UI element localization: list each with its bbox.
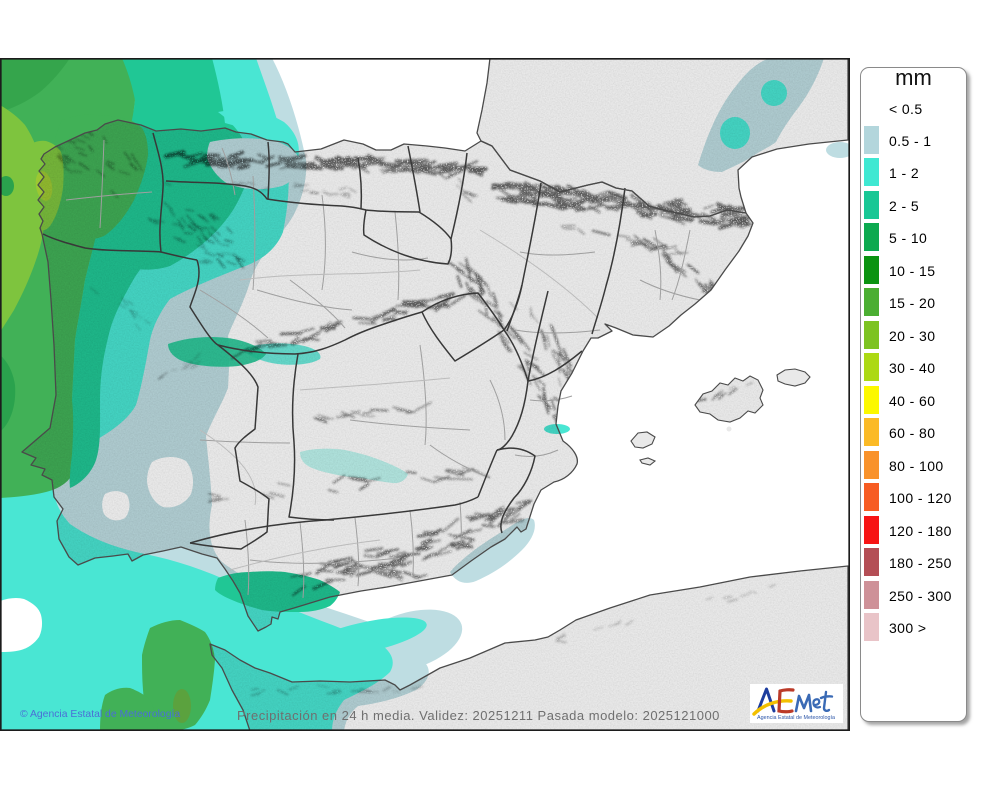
svg-text:Agencia Estatal de Meteorologí: Agencia Estatal de Meteorología xyxy=(757,715,835,721)
